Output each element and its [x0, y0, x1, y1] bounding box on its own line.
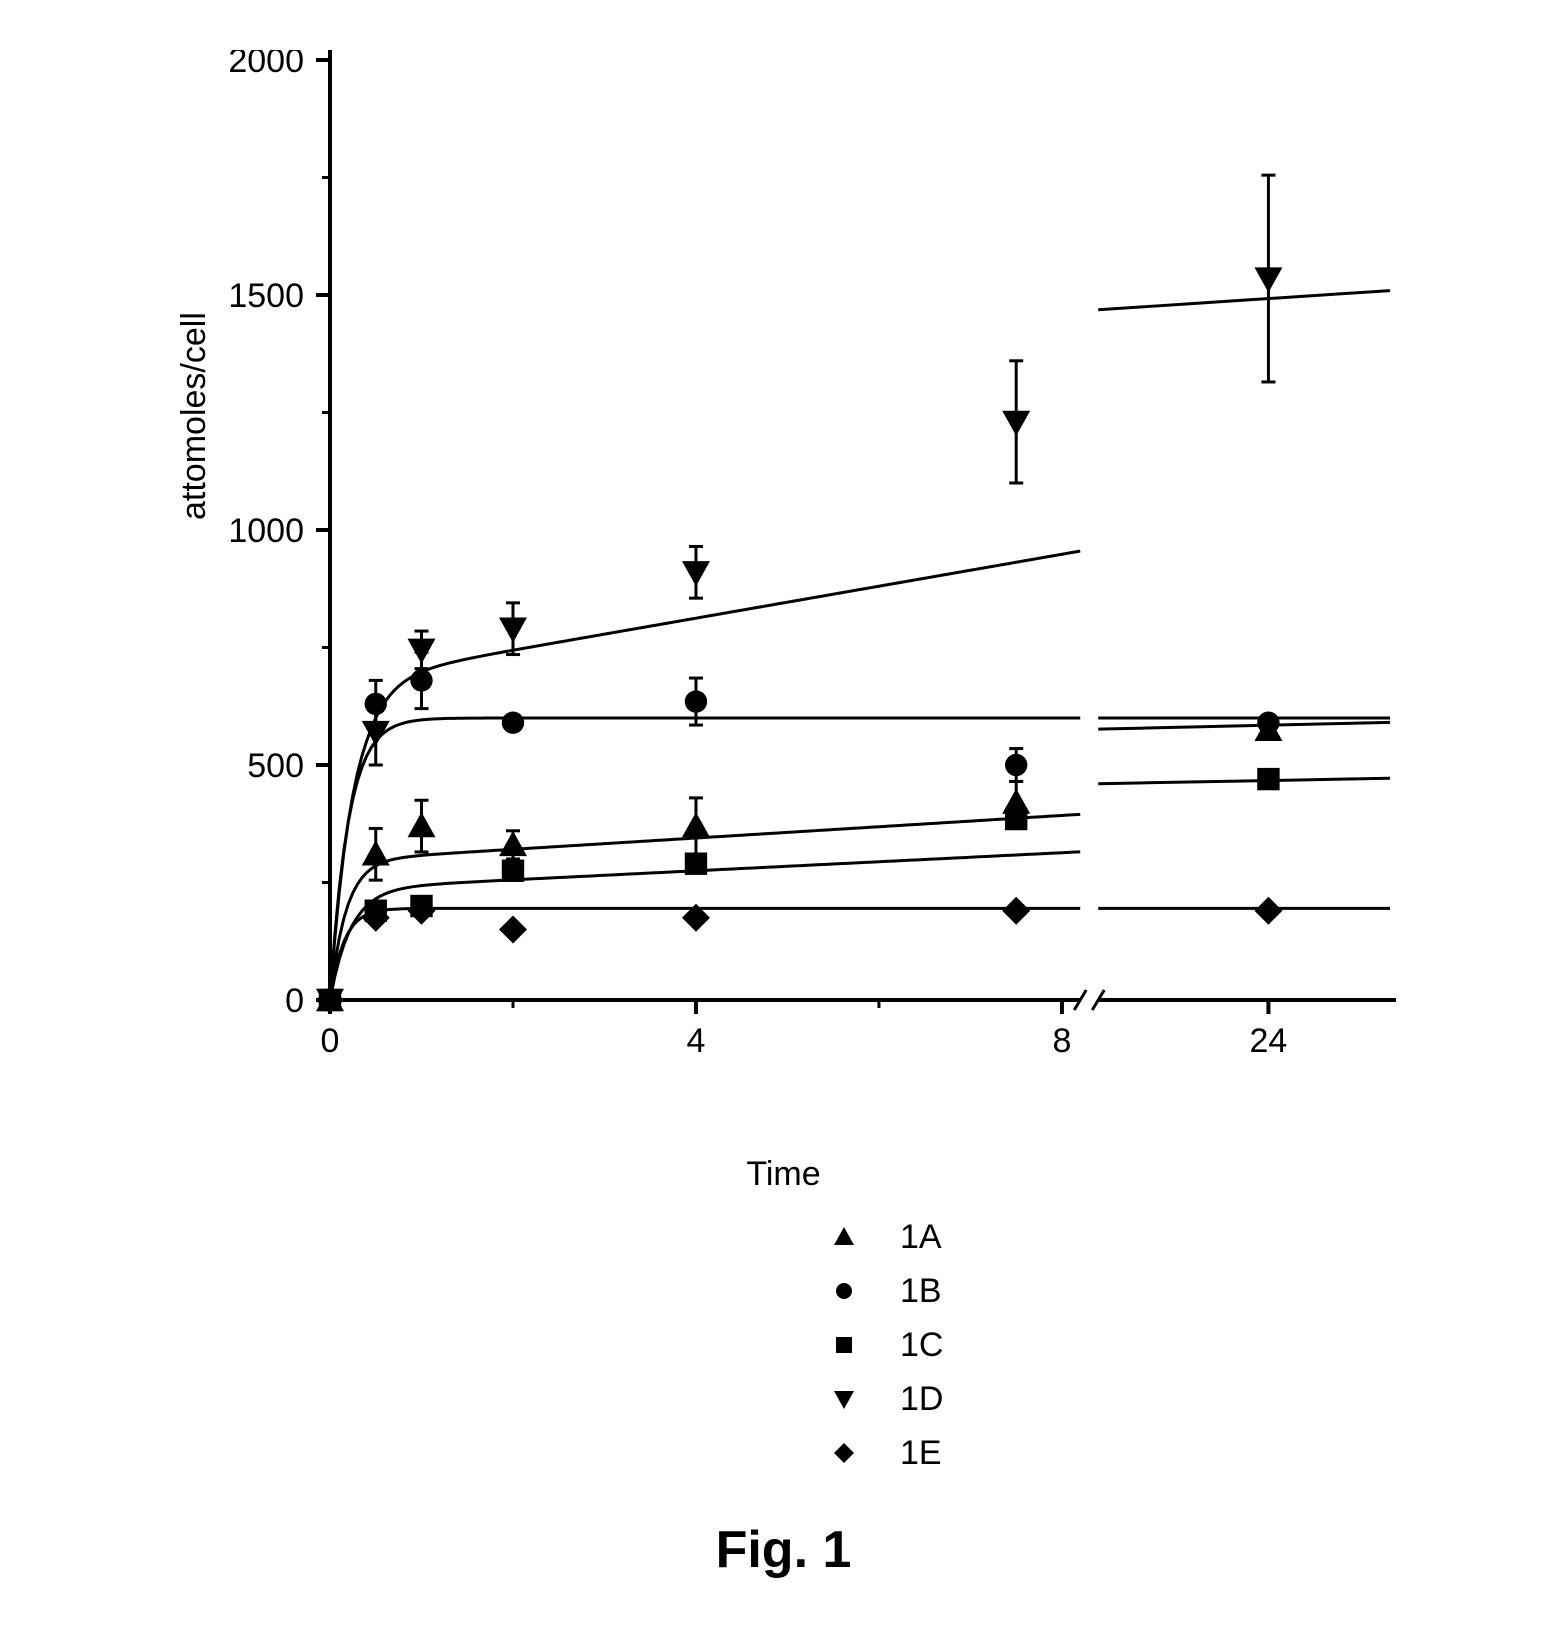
- svg-text:1000: 1000: [228, 512, 304, 550]
- figure-caption: Fig. 1: [0, 1520, 1567, 1580]
- y-axis-label: attomoles/cell: [175, 312, 214, 520]
- legend-item: 1E: [830, 1426, 943, 1480]
- triangle-down-icon: [830, 1385, 874, 1413]
- legend-label: 1A: [900, 1218, 942, 1257]
- svg-text:0: 0: [285, 982, 304, 1020]
- svg-text:1500: 1500: [228, 277, 304, 315]
- svg-text:2000: 2000: [228, 50, 304, 80]
- diamond-icon: [830, 1439, 874, 1467]
- legend-label: 1B: [900, 1272, 942, 1311]
- legend: 1A 1B 1C 1D 1E: [830, 1210, 943, 1480]
- svg-text:0: 0: [321, 1022, 340, 1060]
- legend-label: 1C: [900, 1326, 943, 1365]
- legend-label: 1D: [900, 1380, 943, 1419]
- svg-text:500: 500: [247, 747, 304, 785]
- svg-text:4: 4: [687, 1022, 706, 1060]
- svg-text:24: 24: [1250, 1022, 1288, 1060]
- page: attomoles/cell 0 500 1000 1500 2000 0 4 8 24 Tim…: [0, 0, 1567, 1635]
- legend-item: 1D: [830, 1372, 943, 1426]
- legend-item: 1A: [830, 1210, 943, 1264]
- square-icon: [830, 1331, 874, 1359]
- x-axis-label: Time: [130, 1155, 1437, 1194]
- legend-item: 1C: [830, 1318, 943, 1372]
- triangle-up-icon: [830, 1223, 874, 1251]
- circle-icon: [830, 1277, 874, 1305]
- chart-svg: 0 500 1000 1500 2000 0 4 8 24: [130, 50, 1437, 1070]
- svg-text:8: 8: [1052, 1022, 1071, 1060]
- chart-area: attomoles/cell 050010001500200004824 Tim…: [130, 50, 1437, 1070]
- legend-item: 1B: [830, 1264, 943, 1318]
- legend-label: 1E: [900, 1434, 942, 1473]
